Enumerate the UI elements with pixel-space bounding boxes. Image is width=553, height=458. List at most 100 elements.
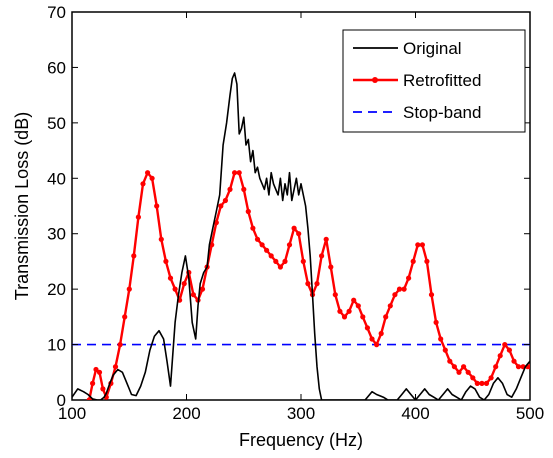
- y-tick-label: 50: [47, 114, 66, 133]
- data-point-retrofitted: [117, 342, 123, 348]
- data-point-retrofitted: [199, 286, 206, 292]
- y-tick-label: 10: [47, 336, 66, 355]
- data-point-retrofitted: [424, 258, 430, 264]
- data-point-retrofitted: [337, 308, 343, 314]
- data-point-retrofitted: [264, 247, 270, 253]
- data-point-retrofitted: [470, 375, 476, 381]
- data-point-retrofitted: [305, 281, 311, 287]
- data-point-retrofitted: [332, 292, 338, 298]
- data-point-retrofitted: [392, 292, 398, 298]
- data-point-retrofitted: [410, 258, 416, 264]
- data-point-retrofitted: [341, 314, 348, 320]
- y-tick-label: 40: [47, 169, 66, 188]
- data-point-retrofitted: [369, 336, 375, 342]
- data-point-retrofitted: [506, 347, 512, 353]
- data-point-retrofitted: [291, 225, 297, 231]
- legend-entry-retrofitted: Retrofitted: [353, 71, 481, 90]
- data-point-retrofitted: [93, 366, 99, 373]
- data-point-retrofitted: [378, 330, 384, 337]
- data-point-retrofitted: [145, 170, 151, 176]
- data-point-retrofitted: [442, 347, 448, 353]
- data-point-retrofitted: [346, 308, 352, 314]
- data-point-retrofitted: [126, 286, 132, 292]
- data-point-retrofitted: [227, 186, 233, 192]
- data-point-retrofitted: [241, 186, 247, 192]
- data-point-retrofitted: [96, 369, 103, 375]
- data-point-retrofitted: [158, 236, 164, 242]
- data-point-retrofitted: [527, 364, 530, 370]
- data-point-retrofitted: [433, 319, 439, 325]
- data-point-retrofitted: [406, 275, 412, 281]
- data-point-retrofitted: [364, 325, 370, 331]
- y-axis-label: Transmission Loss (dB): [12, 112, 32, 300]
- data-point-retrofitted: [479, 380, 485, 386]
- data-point-retrofitted: [181, 281, 187, 287]
- data-point-retrofitted: [286, 242, 293, 248]
- series-line-original: [72, 72, 530, 400]
- data-point-retrofitted: [465, 369, 471, 375]
- y-axis-ticks: 0 10 20 30 40 50 60 70: [47, 3, 530, 410]
- data-point-retrofitted: [360, 314, 366, 320]
- legend-label-original: Original: [403, 39, 462, 58]
- data-point-retrofitted: [515, 364, 522, 370]
- x-tick-label: 400: [401, 404, 429, 423]
- data-point-retrofitted: [493, 364, 499, 370]
- series-layer: [72, 72, 530, 400]
- legend: Original Retrofitted Stop-band: [342, 29, 526, 133]
- y-tick-label: 60: [47, 58, 66, 77]
- data-point-retrofitted: [447, 358, 453, 364]
- y-tick-label: 30: [47, 225, 66, 244]
- data-point-retrofitted: [232, 170, 238, 176]
- x-axis-label: Frequency (Hz): [239, 430, 363, 450]
- data-point-retrofitted: [438, 336, 444, 342]
- data-point-retrofitted: [396, 286, 403, 292]
- data-point-retrofitted: [319, 253, 325, 259]
- data-point-retrofitted: [488, 375, 494, 381]
- data-point-retrofitted: [259, 242, 265, 248]
- x-tick-label: 100: [58, 404, 86, 423]
- data-point-retrofitted: [163, 258, 169, 264]
- data-point-retrofitted: [474, 380, 480, 386]
- data-point-retrofitted: [428, 292, 435, 298]
- data-point-retrofitted: [355, 303, 361, 309]
- data-point-retrofitted: [387, 303, 393, 309]
- x-tick-label: 300: [287, 404, 315, 423]
- data-point-retrofitted: [140, 181, 146, 187]
- data-point-retrofitted: [268, 253, 274, 259]
- legend-entry-stop-band: Stop-band: [353, 103, 481, 122]
- data-point-retrofitted: [167, 275, 174, 281]
- data-point-retrofitted: [222, 197, 228, 204]
- data-point-retrofitted: [154, 203, 160, 209]
- data-point-retrofitted: [415, 242, 421, 248]
- x-tick-label: 200: [172, 404, 200, 423]
- data-point-retrofitted: [122, 314, 128, 320]
- data-point-retrofitted: [277, 264, 283, 270]
- data-point-retrofitted: [323, 236, 329, 242]
- x-tick-label: 500: [516, 404, 544, 423]
- y-tick-label: 20: [47, 280, 66, 299]
- data-point-retrofitted: [351, 297, 357, 303]
- data-point-retrofitted: [218, 203, 224, 209]
- data-point-retrofitted: [456, 369, 462, 375]
- data-point-retrofitted: [254, 236, 261, 242]
- data-point-retrofitted: [296, 231, 302, 237]
- data-point-retrofitted: [245, 208, 251, 215]
- data-point-retrofitted: [190, 292, 196, 298]
- data-point-retrofitted: [401, 286, 407, 292]
- y-tick-label: 70: [47, 3, 66, 22]
- legend-entry-original: Original: [353, 39, 462, 58]
- data-point-retrofitted: [483, 380, 490, 386]
- data-point-retrofitted: [131, 253, 137, 259]
- legend-label-stop-band: Stop-band: [403, 103, 481, 122]
- data-point-retrofitted: [314, 281, 320, 287]
- y-tick-label: 0: [57, 391, 66, 410]
- data-point-retrofitted: [511, 358, 517, 364]
- data-point-retrofitted: [273, 258, 279, 264]
- data-point-retrofitted: [236, 170, 242, 176]
- legend-label-retrofitted: Retrofitted: [403, 71, 481, 90]
- data-point-retrofitted: [282, 258, 288, 264]
- data-point-retrofitted: [461, 364, 467, 370]
- data-point-retrofitted: [100, 386, 106, 392]
- data-point-retrofitted: [86, 397, 92, 400]
